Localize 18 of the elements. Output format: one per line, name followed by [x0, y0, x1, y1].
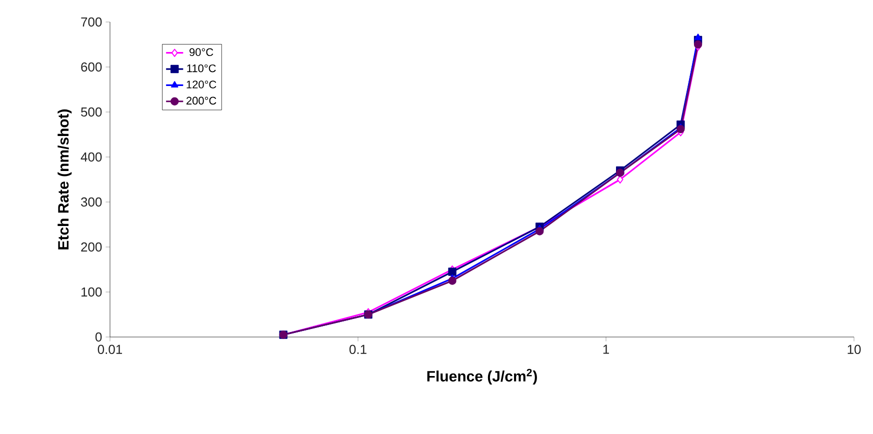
legend-label: 90°C [190, 48, 214, 56]
y-tick-label: 500 [81, 107, 102, 117]
x-tick-label: 0.01 [98, 344, 122, 354]
y-axis-title: Etch Rate (nm/shot) [58, 109, 72, 250]
text: Fluence (J/cm$^{2}$) [427, 368, 537, 385]
y-tick-label: 700 [81, 17, 102, 27]
x-tick-label: 10 [848, 344, 861, 354]
x-tick-label: 0.1 [349, 344, 366, 354]
y-tick-label: 400 [80, 152, 102, 162]
legend-label: 200°C [186, 96, 216, 105]
x-tick-label: 1 [603, 344, 609, 354]
y-tick-label: 200 [81, 242, 102, 252]
legend-label: 120°C [186, 80, 216, 88]
y-tick-label: 600 [81, 62, 102, 72]
legend-label: 110°C [187, 64, 216, 72]
y-tick-label: 100 [81, 287, 102, 297]
y-tick-label: 300 [81, 197, 102, 207]
y-tick-label: 0 [95, 332, 102, 342]
